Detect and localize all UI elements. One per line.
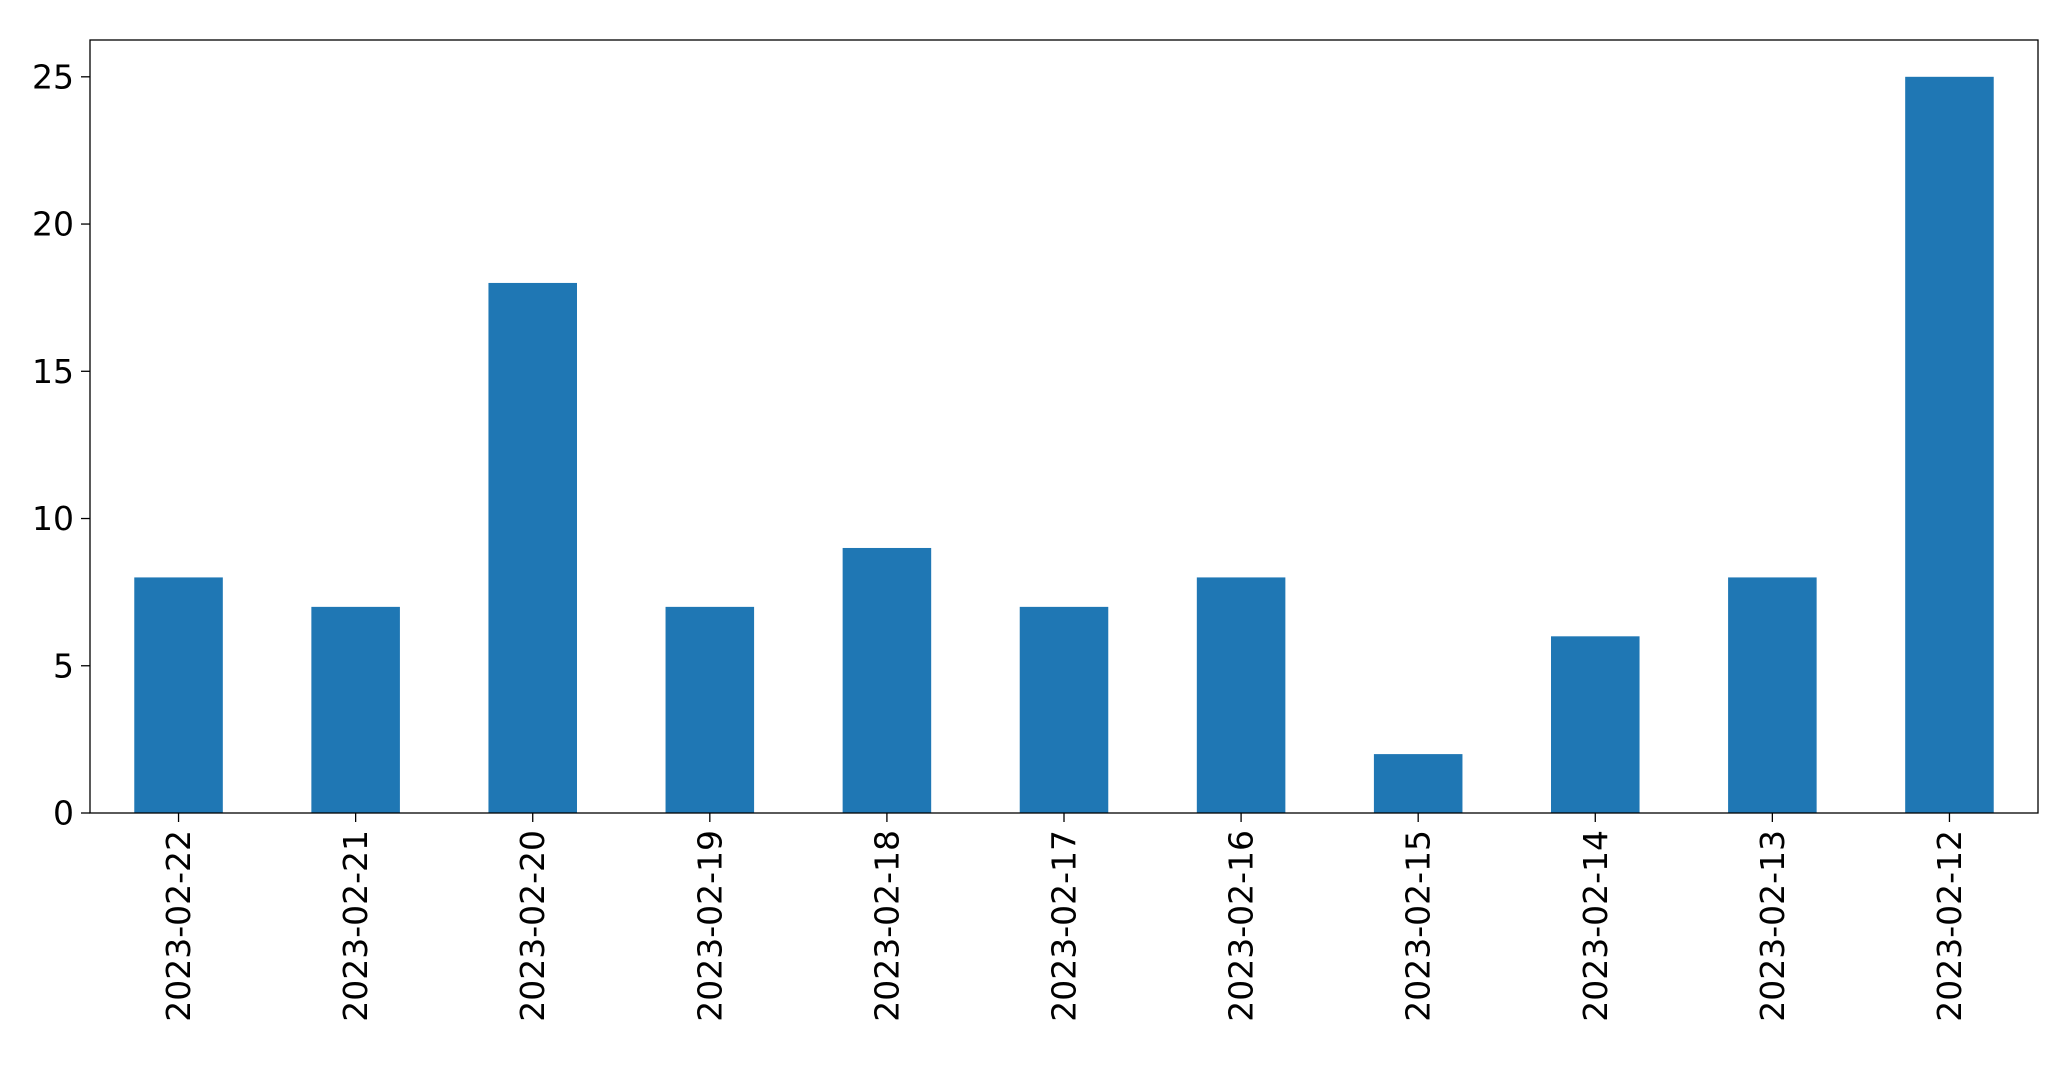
- bar-2023-02-20: [488, 282, 577, 813]
- x-tick-label: 2023-02-17: [1045, 830, 1084, 1022]
- x-tick-label: 2023-02-18: [867, 830, 906, 1022]
- x-tick-label: 2023-02-12: [1930, 830, 1969, 1022]
- bar-2023-02-15: [1373, 754, 1463, 813]
- x-tick-label: 2023-02-15: [1399, 830, 1438, 1022]
- x-tick-label: 2023-02-22: [159, 830, 198, 1022]
- y-tick-label: 5: [53, 646, 74, 685]
- bar-2023-02-21: [311, 606, 400, 813]
- y-tick-label: 20: [32, 205, 74, 244]
- bar-2023-02-18: [842, 547, 932, 813]
- bar-2023-02-12: [1905, 76, 1994, 814]
- x-axis: 2023-02-22 2023-02-21 2023-02-20 2023-02-19…: [159, 813, 1969, 1022]
- bar-2023-02-14: [1551, 636, 1640, 813]
- bar-2023-02-13: [1728, 577, 1817, 813]
- plot-frame: [89, 39, 2039, 814]
- y-tick-label: 10: [32, 499, 74, 538]
- x-tick-label: 2023-02-20: [513, 830, 552, 1022]
- x-tick-label: 2023-02-13: [1753, 830, 1792, 1022]
- x-tick-label: 2023-02-14: [1576, 830, 1615, 1022]
- y-tick-label: 0: [53, 794, 74, 833]
- bar-2023-02-19: [665, 606, 755, 813]
- bars-layer: [134, 76, 1994, 814]
- y-tick-label: 25: [32, 57, 74, 96]
- y-tick-label: 15: [32, 352, 74, 391]
- x-tick-label: 2023-02-21: [336, 830, 375, 1022]
- bar-2023-02-16: [1196, 577, 1286, 813]
- bar-2023-02-22: [134, 577, 223, 813]
- y-axis: 0 5 10 15 20 25: [32, 57, 90, 833]
- bar-2023-02-17: [1019, 606, 1109, 813]
- x-tick-label: 2023-02-16: [1222, 830, 1261, 1022]
- x-tick-label: 2023-02-19: [690, 830, 729, 1022]
